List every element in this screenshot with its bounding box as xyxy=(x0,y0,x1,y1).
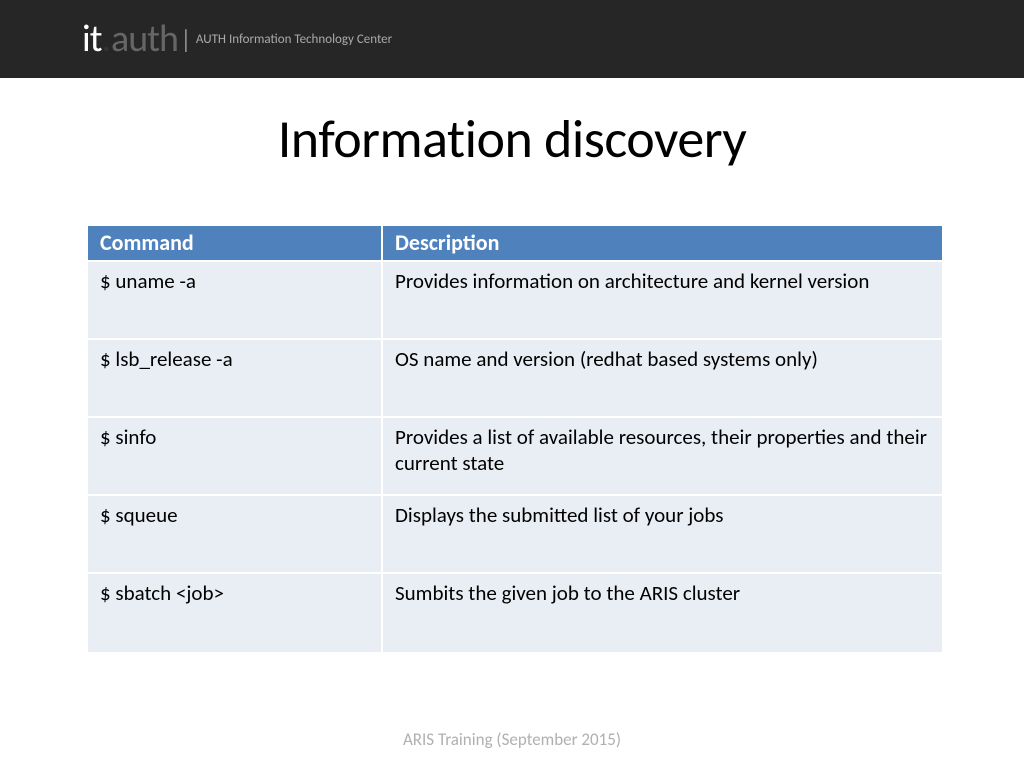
cell-description: OS name and version (redhat based system… xyxy=(383,340,942,418)
col-header-description: Description xyxy=(383,226,942,262)
command-table: Command Description $ uname -a Provides … xyxy=(88,226,942,652)
cell-description: Displays the submitted list of your jobs xyxy=(383,496,942,574)
table-row: $ lsb_release -a OS name and version (re… xyxy=(88,340,942,418)
header-bar: it.auth| AUTH Information Technology Cent… xyxy=(0,0,1024,78)
header-subtitle: AUTH Information Technology Center xyxy=(196,32,392,47)
cell-command: $ lsb_release -a xyxy=(88,340,383,418)
cell-command: $ sinfo xyxy=(88,418,383,496)
logo-pipe: | xyxy=(180,23,192,55)
cell-description: Provides information on architecture and… xyxy=(383,262,942,340)
cell-description: Provides a list of available resources, … xyxy=(383,418,942,496)
table-header-row: Command Description xyxy=(88,226,942,262)
col-header-command: Command xyxy=(88,226,383,262)
table-row: $ uname -a Provides information on archi… xyxy=(88,262,942,340)
cell-description: Sumbits the given job to the ARIS cluste… xyxy=(383,574,942,652)
cell-command: $ uname -a xyxy=(88,262,383,340)
page-title: Information discovery xyxy=(0,106,1024,172)
table-row: $ sbatch <job> Sumbits the given job to … xyxy=(88,574,942,652)
command-table-wrap: Command Description $ uname -a Provides … xyxy=(88,226,942,652)
logo-dot: . xyxy=(101,16,111,62)
cell-command: $ sbatch <job> xyxy=(88,574,383,652)
logo-auth: auth xyxy=(111,16,178,62)
table-row: $ sinfo Provides a list of available res… xyxy=(88,418,942,496)
cell-command: $ squeue xyxy=(88,496,383,574)
table-row: $ squeue Displays the submitted list of … xyxy=(88,496,942,574)
logo-it: it xyxy=(82,16,101,62)
footer-text: ARIS Training (September 2015) xyxy=(0,729,1024,750)
